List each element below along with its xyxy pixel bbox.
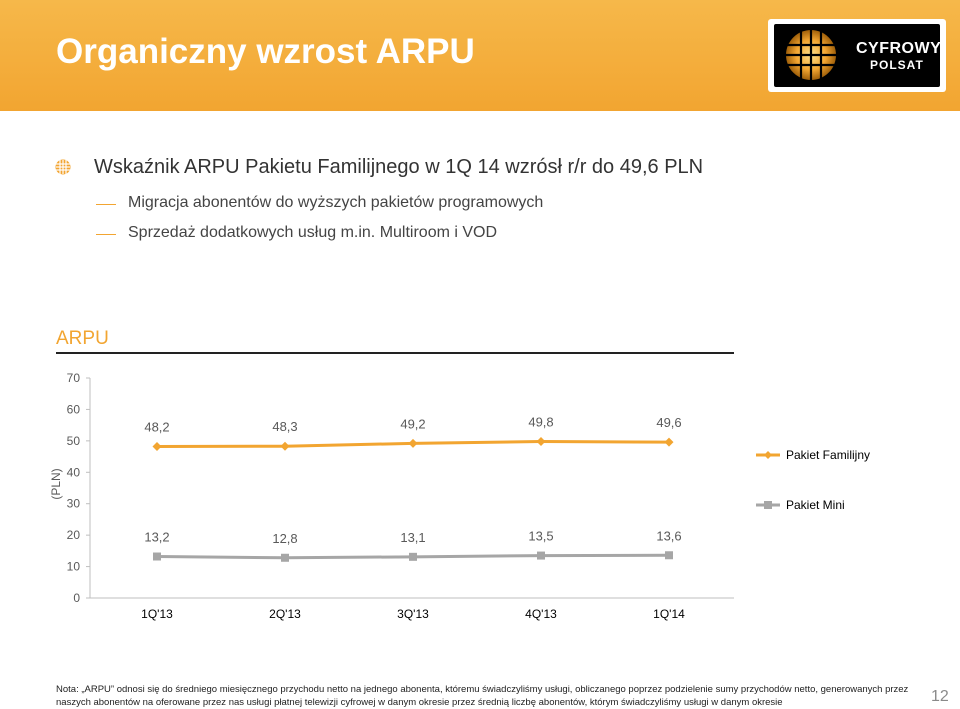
y-tick-label: 30 xyxy=(67,497,81,511)
x-tick-label: 1Q'13 xyxy=(141,607,173,621)
section-label-arpu: ARPU xyxy=(56,328,109,349)
logo-text-polsat: POLSAT xyxy=(870,58,924,72)
data-label: 48,3 xyxy=(272,419,297,434)
data-point xyxy=(153,552,161,561)
y-tick-label: 20 xyxy=(67,528,81,542)
legend-marker xyxy=(764,501,772,509)
data-point xyxy=(408,438,418,448)
globe-bullet-icon xyxy=(55,159,71,175)
page-title: Organiczny wzrost ARPU xyxy=(56,32,475,71)
x-tick-label: 1Q'14 xyxy=(653,607,685,621)
data-label: 13,6 xyxy=(656,528,681,543)
sub-bullet-migration: Migracja abonentów do wyższych pakietów … xyxy=(128,194,544,211)
y-tick-label: 70 xyxy=(67,371,81,385)
data-label: 49,6 xyxy=(656,415,681,430)
data-label: 49,2 xyxy=(400,416,425,431)
header-bar: Organiczny wzrost ARPU xyxy=(0,0,960,111)
sub-bullet-dash xyxy=(96,204,116,205)
legend-label: Pakiet Familijny xyxy=(786,448,870,462)
y-axis-label: (PLN) xyxy=(49,468,63,499)
y-tick-label: 10 xyxy=(67,560,81,574)
globe-icon xyxy=(786,30,836,80)
data-label: 12,8 xyxy=(272,531,297,546)
cyfrowy-polsat-logo: CYFROWY POLSAT xyxy=(768,19,946,92)
y-tick-label: 60 xyxy=(67,402,81,416)
data-label: 48,2 xyxy=(144,420,169,435)
y-tick-label: 40 xyxy=(67,465,81,479)
x-tick-label: 3Q'13 xyxy=(397,607,429,621)
data-point xyxy=(536,436,546,446)
y-tick-label: 50 xyxy=(67,434,81,448)
x-tick-label: 4Q'13 xyxy=(525,607,557,621)
data-point xyxy=(537,551,545,560)
data-label: 13,2 xyxy=(144,530,169,545)
data-point xyxy=(664,437,674,447)
data-label: 49,8 xyxy=(528,414,553,429)
data-label: 13,5 xyxy=(528,529,553,544)
y-tick-label: 0 xyxy=(73,591,80,605)
sub-bullet-sales: Sprzedaż dodatkowych usług m.in. Multiro… xyxy=(128,224,498,241)
data-point xyxy=(280,441,290,451)
arpu-line-chart: 0 10 20 30 40 50 60 70 (PLN) 1Q'13 2Q'13 3Q'13 4Q'13… xyxy=(49,371,870,621)
data-label: 13,1 xyxy=(400,530,425,545)
data-point xyxy=(152,442,162,452)
data-point xyxy=(281,553,289,562)
legend-label: Pakiet Mini xyxy=(786,498,845,512)
data-point xyxy=(409,552,417,561)
main-bullet-text: Wskaźnik ARPU Pakietu Familijnego w 1Q 1… xyxy=(94,156,704,178)
sub-bullet-dash xyxy=(96,234,116,235)
x-tick-label: 2Q'13 xyxy=(269,607,301,621)
data-point xyxy=(665,551,673,560)
footnote: Nota: „ARPU” odnosi się do średniego mie… xyxy=(56,684,909,708)
logo-text-cyfrowy: CYFROWY xyxy=(856,40,940,57)
logo-badge: CYFROWY POLSAT xyxy=(774,24,940,87)
section-divider xyxy=(56,352,734,354)
page-number: 12 xyxy=(931,688,949,705)
legend-marker xyxy=(764,451,772,459)
